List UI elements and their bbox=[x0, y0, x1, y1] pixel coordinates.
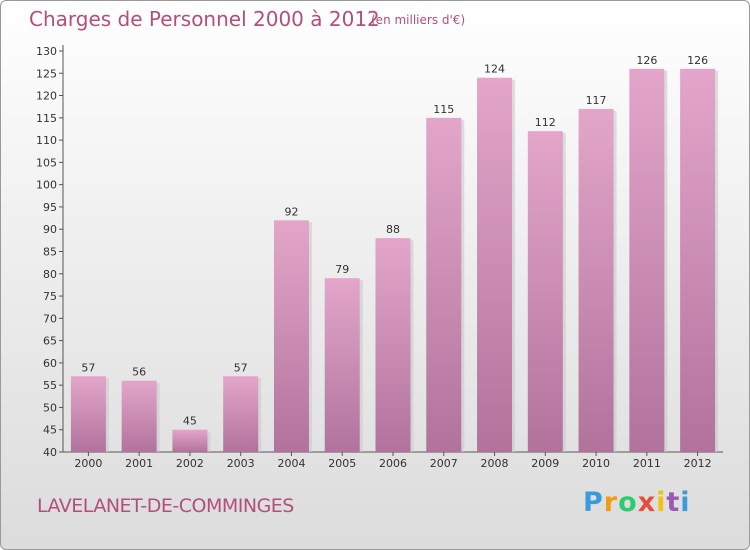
logo-letter: P bbox=[583, 487, 604, 518]
bar-2005 bbox=[324, 278, 360, 452]
bar-2007 bbox=[426, 117, 462, 452]
x-tick-label: 2001 bbox=[125, 457, 153, 470]
y-tick-label: 70 bbox=[43, 312, 57, 325]
bar-2002 bbox=[172, 429, 208, 452]
x-tick-label: 2004 bbox=[277, 457, 305, 470]
logo-letter: x bbox=[637, 487, 657, 518]
data-label: 92 bbox=[284, 205, 298, 218]
bars: 57 56 45 57 92 79 88 115 124 112 117 126 126 bbox=[70, 54, 719, 453]
bar-2004 bbox=[273, 220, 309, 452]
logo-letter: t bbox=[666, 487, 681, 518]
x-tick-label: 2000 bbox=[74, 457, 102, 470]
data-label: 124 bbox=[484, 63, 505, 76]
x-tick-label: 2003 bbox=[227, 457, 255, 470]
data-label: 126 bbox=[636, 54, 657, 67]
data-label: 57 bbox=[81, 361, 95, 374]
data-label: 79 bbox=[335, 263, 349, 276]
y-tick-label: 75 bbox=[43, 290, 57, 303]
data-label: 88 bbox=[386, 223, 400, 236]
y-tick-label: 55 bbox=[43, 379, 57, 392]
data-label: 115 bbox=[433, 103, 454, 116]
location-name: LAVELANET-DE-COMMINGES bbox=[37, 495, 294, 517]
data-label: 117 bbox=[586, 94, 607, 107]
chart-subtitle: (en milliers d'€) bbox=[371, 13, 466, 27]
y-tick-label: 40 bbox=[43, 446, 57, 459]
y-tick-label: 105 bbox=[36, 156, 57, 169]
y-tick-label: 65 bbox=[43, 335, 57, 348]
y-tick-label: 45 bbox=[43, 424, 57, 437]
bar-2006 bbox=[375, 238, 411, 452]
axes: 40 45 50 55 60 65 70 75 80 85 90 95 100 105 110 115 120 1… bbox=[36, 45, 723, 470]
y-tick-label: 80 bbox=[43, 268, 57, 281]
bar-2012 bbox=[680, 68, 716, 453]
x-tick-label: 2009 bbox=[531, 457, 559, 470]
logo-letter: o bbox=[618, 487, 638, 518]
y-tick-label: 85 bbox=[43, 246, 57, 259]
chart-title: Charges de Personnel 2000 à 2012 bbox=[29, 7, 380, 31]
y-tick-label: 115 bbox=[36, 112, 57, 125]
proxiti-logo[interactable]: Proxiti bbox=[583, 487, 691, 518]
y-tick-label: 130 bbox=[36, 45, 57, 58]
y-tick-label: 120 bbox=[36, 90, 57, 103]
x-tick-label: 2011 bbox=[633, 457, 661, 470]
data-label: 45 bbox=[183, 415, 197, 428]
y-tick-label: 100 bbox=[36, 179, 57, 192]
bar-2001 bbox=[121, 380, 157, 452]
bar-2010 bbox=[578, 108, 614, 452]
bar-2011 bbox=[629, 68, 665, 453]
x-tick-label: 2002 bbox=[176, 457, 204, 470]
y-tick-label: 50 bbox=[43, 401, 57, 414]
x-tick-label: 2006 bbox=[379, 457, 407, 470]
bar-2008 bbox=[477, 77, 513, 452]
x-tick-label: 2005 bbox=[328, 457, 356, 470]
y-tick-label: 125 bbox=[36, 67, 57, 80]
y-tick-label: 90 bbox=[43, 223, 57, 236]
logo-letter: r bbox=[603, 487, 619, 518]
y-tick-label: 110 bbox=[36, 134, 57, 147]
bar-2003 bbox=[223, 376, 259, 452]
x-tick-label: 2010 bbox=[582, 457, 610, 470]
data-label: 56 bbox=[132, 366, 146, 379]
bar-2009 bbox=[527, 131, 563, 452]
data-label: 112 bbox=[535, 116, 556, 129]
y-tick-label: 60 bbox=[43, 357, 57, 370]
data-label: 126 bbox=[687, 54, 708, 67]
y-tick-label: 95 bbox=[43, 201, 57, 214]
data-label: 57 bbox=[234, 361, 248, 374]
x-tick-label: 2008 bbox=[481, 457, 509, 470]
logo-letter: i bbox=[656, 487, 667, 518]
bar-2000 bbox=[70, 376, 106, 452]
x-tick-label: 2012 bbox=[684, 457, 712, 470]
x-tick-label: 2007 bbox=[430, 457, 458, 470]
logo-letter: i bbox=[680, 487, 691, 518]
